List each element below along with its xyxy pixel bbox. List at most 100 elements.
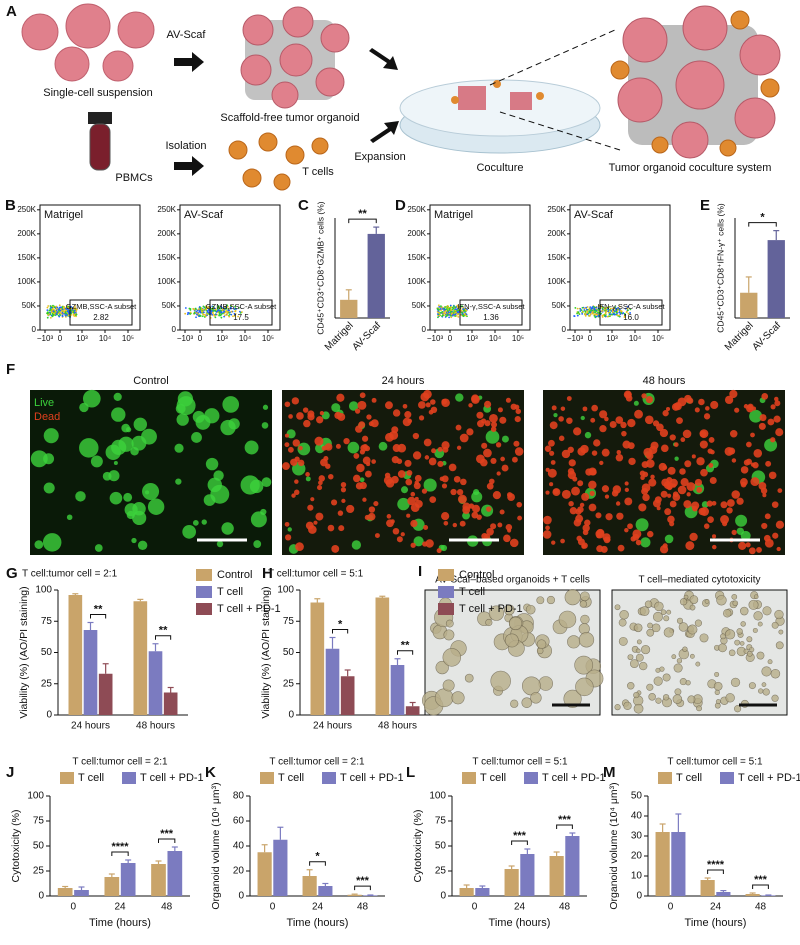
event (62, 307, 65, 310)
dead-cell (577, 480, 584, 487)
organoid-cell (614, 704, 621, 711)
event (61, 315, 64, 318)
dead-cell (696, 457, 705, 466)
panel-letter: B (5, 197, 16, 214)
dead-cell (604, 494, 610, 499)
significance-label: * (760, 212, 765, 224)
event (47, 305, 50, 307)
event (436, 313, 439, 315)
dead-cell (661, 444, 669, 453)
event (73, 312, 76, 314)
organoid-cell (443, 629, 455, 641)
dead-cell (624, 487, 629, 492)
event (55, 307, 58, 310)
event (189, 313, 191, 315)
dead-cell (489, 478, 495, 485)
y-tick-label: 250K (17, 205, 36, 214)
dead-cell (750, 462, 755, 467)
significance-bracket (111, 851, 129, 856)
dead-cell (612, 485, 622, 494)
live-cell (455, 393, 464, 402)
organoid-cell (714, 689, 720, 695)
dead-cell (648, 445, 658, 455)
event (446, 304, 449, 307)
organoid-cell (689, 653, 695, 659)
event (198, 315, 200, 318)
plot-title: Matrigel (44, 209, 83, 221)
event (627, 312, 630, 315)
event (223, 306, 226, 308)
dead-cell (568, 500, 574, 507)
dead-cell (685, 541, 695, 551)
x-tick-label: AV-Scaf (350, 320, 383, 353)
organoid-cell (716, 595, 727, 606)
event (582, 311, 584, 313)
dead-cell (770, 404, 776, 410)
dead-cell (694, 478, 703, 487)
x-tick-label: 10³ (216, 334, 228, 343)
dead-cell (641, 487, 649, 495)
dead-cell (545, 525, 550, 531)
dead-cell (605, 513, 613, 521)
live-cell (348, 401, 359, 411)
dead-cell (392, 409, 401, 417)
live-cell (584, 431, 592, 439)
y-tick-label: 50 (435, 841, 447, 852)
organoid-cell (451, 691, 465, 705)
event (609, 313, 612, 316)
dead-cell (647, 530, 654, 538)
organoid-cell (627, 682, 635, 690)
event (607, 306, 610, 309)
dead-cell (777, 488, 783, 494)
live-cell (633, 400, 639, 406)
dead-cell (609, 421, 617, 429)
dead-cell (775, 520, 785, 529)
x-tick-label: Matrigel (323, 320, 356, 353)
organoid-cell (676, 658, 683, 664)
x-tick-label: 48 (559, 902, 571, 913)
organoid-cell (704, 599, 710, 604)
dead-cell (581, 492, 590, 501)
dead-cell (362, 497, 367, 502)
live-cell (378, 441, 388, 451)
bar (767, 240, 785, 318)
event (227, 309, 230, 312)
event (230, 313, 233, 316)
y-tick-label: 75 (41, 616, 53, 627)
organoid-cell (580, 591, 590, 602)
dead-cell (453, 475, 461, 483)
event (230, 305, 233, 308)
dead-cell (726, 507, 733, 514)
y-tick-label: 40 (631, 811, 643, 822)
dead-cell (703, 413, 711, 420)
legend-swatch (438, 586, 454, 598)
dead-cell (628, 457, 636, 466)
event (189, 311, 192, 314)
event (228, 313, 231, 316)
event (627, 305, 629, 308)
image-title: Control (133, 375, 168, 387)
dead-cell (708, 462, 714, 468)
x-tick-label: 0 (588, 334, 593, 343)
significance-label: **** (111, 841, 129, 853)
dead-cell (569, 507, 578, 515)
dead-cell (665, 407, 671, 412)
dead-cell (582, 406, 588, 412)
dead-cell (334, 411, 342, 420)
event (452, 314, 455, 316)
organoid-cell (778, 629, 784, 635)
event (451, 308, 454, 311)
x-tick-label: −10³ (427, 334, 444, 343)
dead-cell (689, 532, 698, 542)
event (214, 308, 217, 311)
dead-cell (385, 401, 393, 410)
event (59, 314, 62, 316)
x-tick-label: 0 (472, 902, 478, 913)
dead-cell (683, 500, 692, 509)
dead-cell (551, 405, 557, 411)
label: T cells (302, 166, 334, 178)
dead-cell (615, 453, 624, 462)
event (450, 316, 453, 319)
y-tick-label: 25 (283, 678, 295, 689)
dead-cell (307, 504, 314, 511)
